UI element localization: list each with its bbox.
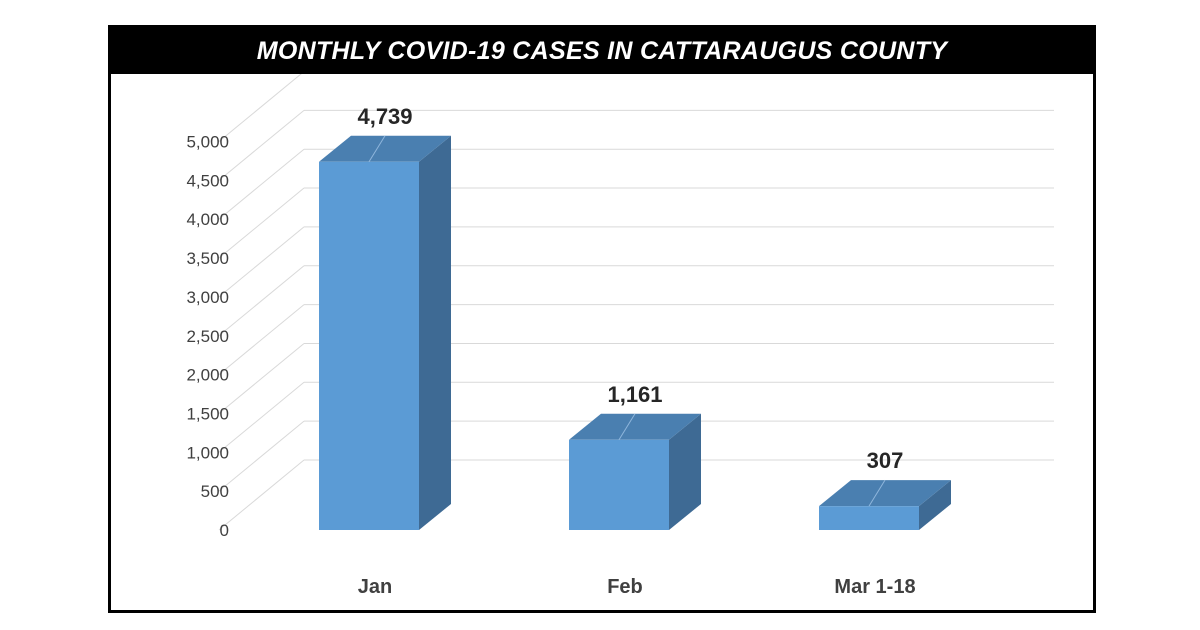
side-gridline xyxy=(218,226,305,298)
side-gridline xyxy=(218,420,305,492)
data-label-leader xyxy=(868,479,886,507)
title-bar: MONTHLY COVID-19 CASES IN CATTARAUGUS CO… xyxy=(111,28,1093,74)
x-category-label: Jan xyxy=(358,576,392,598)
bar-top-jan xyxy=(319,135,451,162)
side-gridline xyxy=(218,459,305,531)
y-tick-label: 1,000 xyxy=(186,443,229,462)
y-tick-label: 3,500 xyxy=(186,249,229,268)
bar-top-mar-1-18 xyxy=(819,480,951,507)
side-gridline xyxy=(218,71,305,142)
y-tick-label: 1,500 xyxy=(186,404,229,423)
side-gridline xyxy=(218,381,305,453)
data-label: 1,161 xyxy=(607,382,662,407)
side-gridline xyxy=(218,304,305,375)
side-gridline xyxy=(218,265,305,337)
data-label-leader xyxy=(368,135,386,163)
bar-side-feb xyxy=(669,413,701,530)
y-tick-label: 4,500 xyxy=(186,171,229,190)
bar-side-jan xyxy=(419,135,451,530)
bar-feb xyxy=(569,439,669,530)
chart-frame: 0 500 1,000 1,500 2,000 2,500 3,000 3,500 4,000 4… xyxy=(108,25,1096,613)
data-label: 4,739 xyxy=(357,104,412,129)
side-gridline xyxy=(218,343,305,414)
side-gridline xyxy=(218,148,305,220)
x-category-label: Feb xyxy=(607,576,643,598)
y-tick-label: 5,000 xyxy=(186,133,229,152)
side-gridline xyxy=(218,109,305,181)
y-tick-label: 0 xyxy=(220,521,229,540)
bar-top-feb xyxy=(569,413,701,440)
chart-title: MONTHLY COVID-19 CASES IN CATTARAUGUS CO… xyxy=(256,36,948,65)
side-gridline xyxy=(218,187,305,259)
y-tick-label: 3,000 xyxy=(186,288,229,307)
y-tick-label: 4,000 xyxy=(186,210,229,229)
y-tick-label: 2,500 xyxy=(186,327,229,346)
y-tick-label: 500 xyxy=(201,482,229,501)
chart-plot: 0 500 1,000 1,500 2,000 2,500 3,000 3,500 4,000 4… xyxy=(186,71,1054,598)
y-tick-label: 2,000 xyxy=(186,366,229,385)
bar-mar-1-18 xyxy=(819,506,919,530)
bar-side-mar-1-18 xyxy=(919,480,951,530)
x-category-label: Mar 1-18 xyxy=(834,576,915,598)
bar-jan xyxy=(319,161,419,530)
data-label-leader xyxy=(618,413,636,441)
data-label: 307 xyxy=(867,448,904,473)
